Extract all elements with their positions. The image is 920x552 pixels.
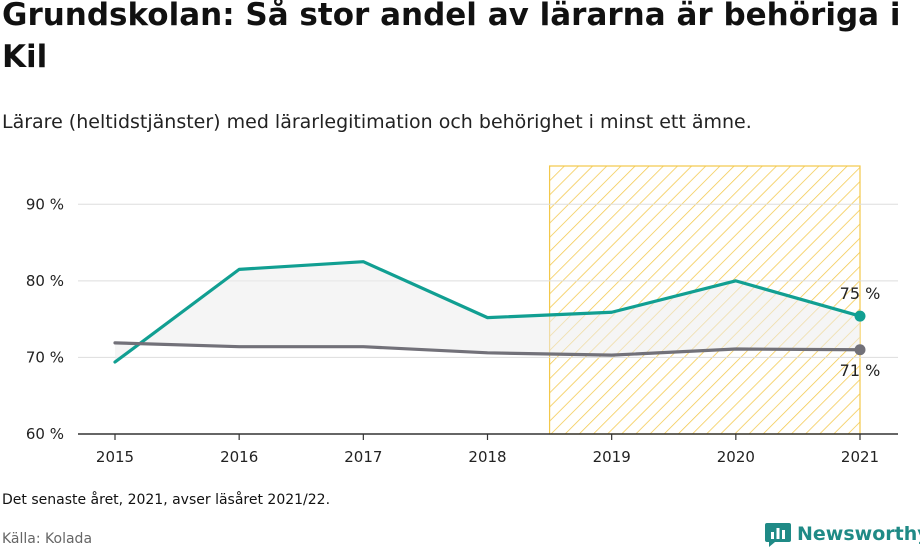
end-value-label: 71 % [840, 361, 881, 380]
gap-area [115, 261, 860, 363]
y-tick-label: 60 % [26, 425, 64, 443]
x-tick-label: 2016 [220, 448, 258, 466]
end-point-kil [854, 310, 866, 322]
x-tick-label: 2018 [468, 448, 506, 466]
x-tick-label: 2020 [717, 448, 755, 466]
end-value-label: 75 % [840, 284, 881, 303]
brand-logo: Newsworthy [765, 519, 920, 549]
bar-chart-icon [765, 523, 791, 547]
y-tick-label: 80 % [26, 272, 64, 290]
y-tick-label: 90 % [26, 195, 64, 213]
x-tick-label: 2021 [841, 448, 879, 466]
x-tick-label: 2017 [344, 448, 382, 466]
chart-subtitle: Lärare (heltidstjänster) med lärarlegiti… [2, 111, 752, 133]
brand-name: Newsworthy [797, 523, 920, 545]
x-tick-label: 2015 [96, 448, 134, 466]
x-tick-label: 2019 [593, 448, 631, 466]
line-chart: 60 % 70 % 80 % 90 % 2015 2016 2017 2018 2019 202… [26, 165, 898, 466]
footnote: Det senaste året, 2021, avser läsåret 20… [2, 492, 331, 508]
source-note: Källa: Kolada [2, 531, 93, 547]
series-line-kil [113, 260, 862, 364]
chart-title: Grundskolan: Så stor andel av lärarna är… [2, 0, 901, 75]
end-point-riksnittet [854, 344, 866, 356]
series-line-riksnittet [113, 341, 862, 357]
y-tick-label: 70 % [26, 348, 64, 366]
